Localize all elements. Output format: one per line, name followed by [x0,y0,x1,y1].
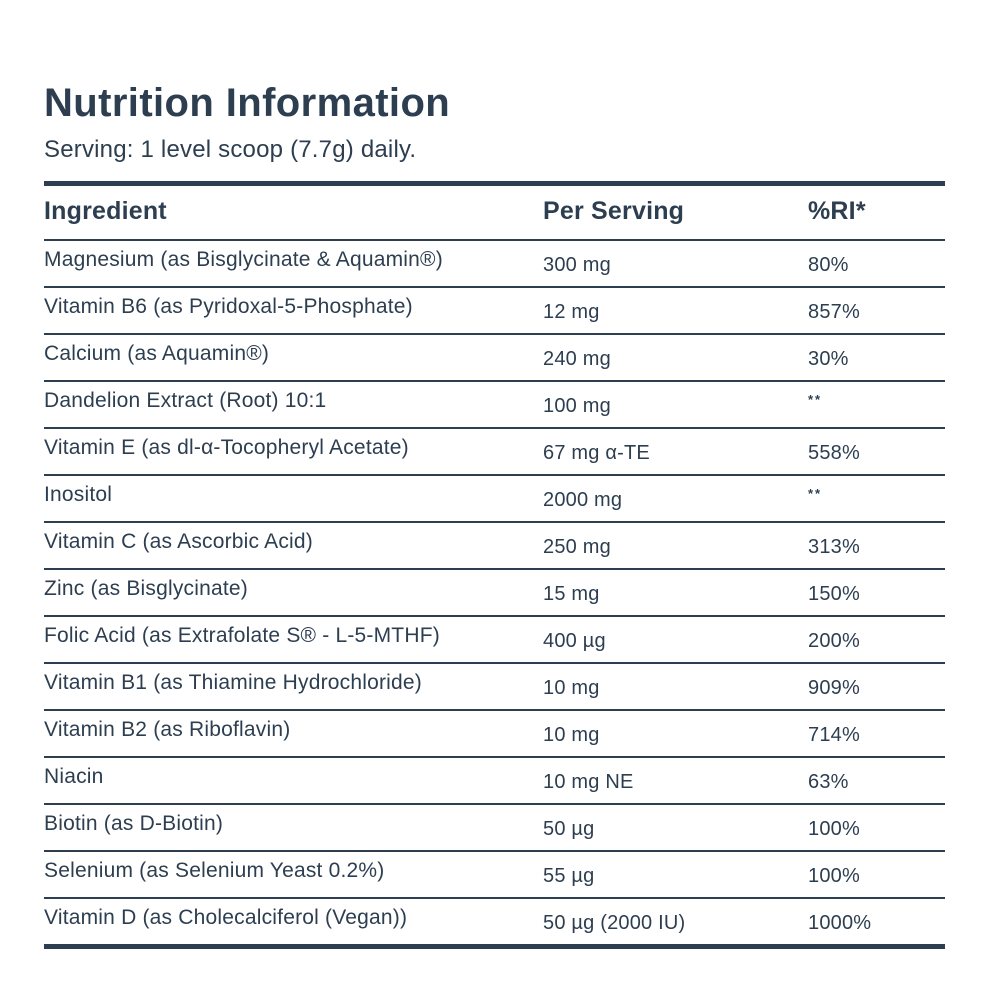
per-serving-cell: 100 mg [543,381,808,429]
table-row: Folic Acid (as Extrafolate S® - L-5-MTHF… [44,616,945,664]
ri-cell: 150% [808,569,945,617]
per-serving-cell: 240 mg [543,334,808,382]
column-header-ingredient: Ingredient [44,183,543,241]
per-serving-cell: 10 mg [543,663,808,711]
ingredient-cell: Vitamin E (as dl-α-Tocopheryl Acetate) [44,428,543,476]
per-serving-cell: 12 mg [543,287,808,335]
ri-cell: 714% [808,710,945,758]
per-serving-cell: 50 µg (2000 IU) [543,898,808,948]
table-row: Vitamin D (as Cholecalciferol (Vegan)) 50… [44,898,945,948]
table-row: Dandelion Extract (Root) 10:1 100 mg ** [44,381,945,429]
ri-cell: 857% [808,287,945,335]
ingredient-cell: Biotin (as D-Biotin) [44,804,543,852]
per-serving-cell: 15 mg [543,569,808,617]
column-header-ri: %RI* [808,183,945,241]
ri-cell: 200% [808,616,945,664]
ri-cell: 63% [808,757,945,805]
ingredient-cell: Vitamin D (as Cholecalciferol (Vegan)) [44,898,543,948]
ingredient-cell: Dandelion Extract (Root) 10:1 [44,381,543,429]
per-serving-cell: 55 µg [543,851,808,899]
table-row: Vitamin B1 (as Thiamine Hydrochloride) 10… [44,663,945,711]
ingredient-cell: Zinc (as Bisglycinate) [44,569,543,617]
nutrition-panel: Nutrition Information Serving: 1 level s… [44,81,945,949]
nutrition-table-body: Magnesium (as Bisglycinate & Aquamin®) 30… [44,240,945,948]
table-row: Magnesium (as Bisglycinate & Aquamin®) 30… [44,240,945,288]
serving-info: Serving: 1 level scoop (7.7g) daily. [44,136,417,163]
ingredient-cell: Niacin [44,757,543,805]
ingredient-cell: Vitamin B6 (as Pyridoxal-5-Phosphate) [44,287,543,335]
table-row: Calcium (as Aquamin®) 240 mg 30% [44,334,945,382]
ri-cell: 313% [808,522,945,570]
ingredient-cell: Selenium (as Selenium Yeast 0.2%) [44,851,543,899]
ri-cell: 100% [808,804,945,852]
table-row: Selenium (as Selenium Yeast 0.2%) 55 µg 10… [44,851,945,899]
ri-cell: 909% [808,663,945,711]
nutrition-table: Ingredient Per Serving %RI* Magnesium (a… [44,181,945,949]
table-header-row: Ingredient Per Serving %RI* [44,183,945,241]
per-serving-cell: 50 µg [543,804,808,852]
ingredient-cell: Inositol [44,475,543,523]
ri-cell: ** [808,381,945,429]
ingredient-cell: Vitamin C (as Ascorbic Acid) [44,522,543,570]
table-row: Inositol 2000 mg ** [44,475,945,523]
ingredient-cell: Vitamin B1 (as Thiamine Hydrochloride) [44,663,543,711]
column-header-per-serving: Per Serving [543,183,808,241]
table-row: Vitamin E (as dl-α-Tocopheryl Acetate) 67… [44,428,945,476]
page-title: Nutrition Information [44,81,451,125]
ri-cell: 80% [808,240,945,288]
ri-cell: 100% [808,851,945,899]
table-row: Vitamin C (as Ascorbic Acid) 250 mg 313% [44,522,945,570]
table-row: Vitamin B2 (as Riboflavin) 10 mg 714% [44,710,945,758]
ri-cell: 558% [808,428,945,476]
ri-cell: ** [808,475,945,523]
table-row: Biotin (as D-Biotin) 50 µg 100% [44,804,945,852]
ingredient-cell: Calcium (as Aquamin®) [44,334,543,382]
per-serving-cell: 400 µg [543,616,808,664]
per-serving-cell: 10 mg NE [543,757,808,805]
ingredient-cell: Folic Acid (as Extrafolate S® - L-5-MTHF… [44,616,543,664]
per-serving-cell: 67 mg α-TE [543,428,808,476]
table-row: Vitamin B6 (as Pyridoxal-5-Phosphate) 12 … [44,287,945,335]
per-serving-cell: 300 mg [543,240,808,288]
per-serving-cell: 250 mg [543,522,808,570]
ri-cell: 1000% [808,898,945,948]
per-serving-cell: 2000 mg [543,475,808,523]
table-row: Zinc (as Bisglycinate) 15 mg 150% [44,569,945,617]
ri-cell: 30% [808,334,945,382]
ingredient-cell: Vitamin B2 (as Riboflavin) [44,710,543,758]
per-serving-cell: 10 mg [543,710,808,758]
table-row: Niacin 10 mg NE 63% [44,757,945,805]
ingredient-cell: Magnesium (as Bisglycinate & Aquamin®) [44,240,543,288]
